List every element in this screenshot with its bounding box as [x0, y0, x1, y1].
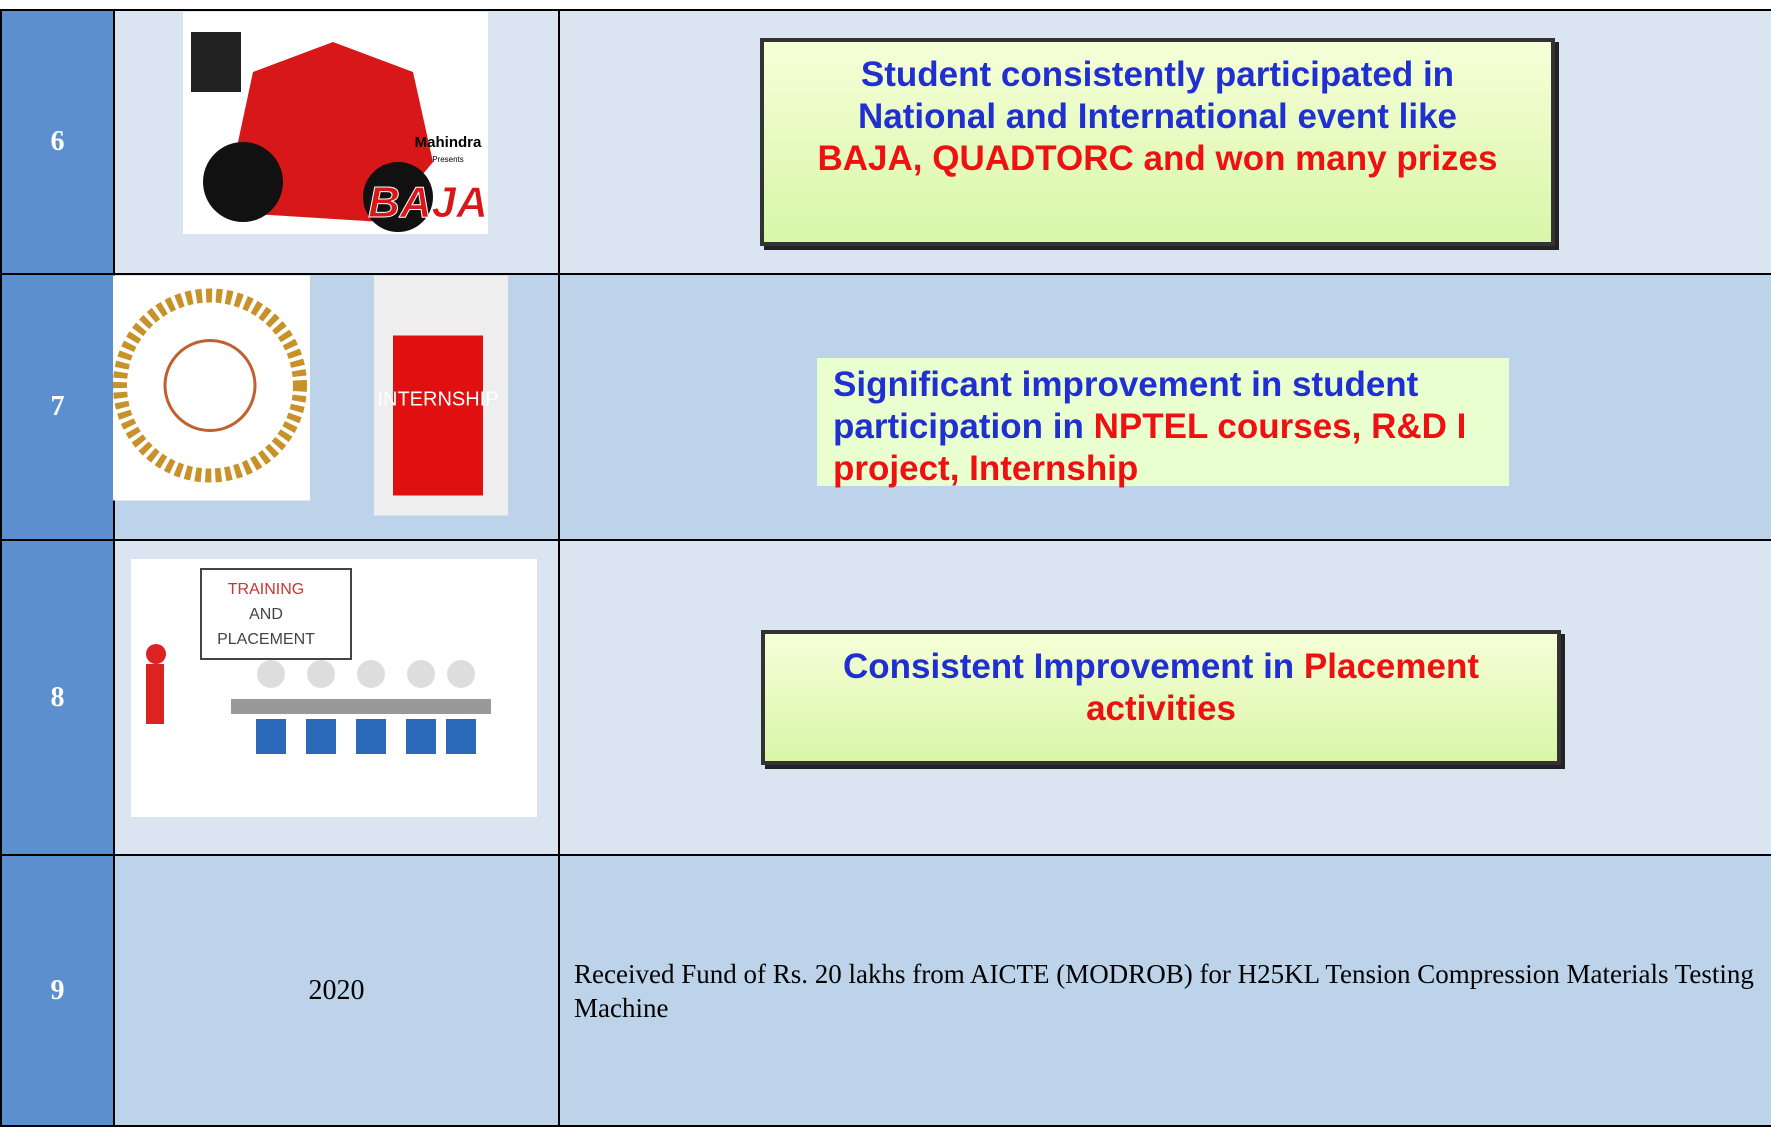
row-number: 8	[0, 539, 115, 856]
image-shape	[363, 162, 433, 232]
image: TRAINING AND PLACEMENT	[131, 559, 537, 817]
image-shape	[146, 664, 164, 724]
description-text: Placement activities	[1086, 647, 1479, 728]
image-text: TRAINING	[228, 581, 304, 598]
image-shape	[231, 699, 491, 714]
image-shape	[406, 719, 436, 754]
highlight-box: Consistent Improvement in Placement acti…	[761, 630, 1561, 765]
description-text: Consistent Improvement in	[843, 647, 1295, 686]
image-shape	[113, 275, 310, 501]
description-text: Received Fund of Rs. 20 lakhs from AICTE…	[574, 958, 1754, 1023]
image-shape	[163, 339, 257, 432]
image: Mahindra Presents BAJA	[183, 12, 488, 234]
image-text: INTERNSHIP	[377, 389, 498, 411]
row-number: 9	[0, 854, 115, 1127]
image-shape	[356, 719, 386, 754]
image-shape	[257, 660, 285, 688]
image-shape	[200, 568, 352, 660]
image-shape	[407, 660, 435, 688]
row-number: 7	[0, 273, 115, 541]
row-number: 6	[0, 9, 115, 275]
image-shape	[203, 142, 283, 222]
image-text: Mahindra	[415, 134, 482, 151]
description-text: Significant improvement in student parti…	[833, 365, 1419, 446]
image-cell: 2020	[113, 854, 560, 1127]
image-text: BAJA	[368, 178, 488, 227]
image-shape	[113, 288, 307, 483]
highlight-box: Significant improvement in student parti…	[817, 358, 1509, 488]
highlight-box: Student consistently participated in Nat…	[760, 38, 1555, 246]
image-shape	[446, 719, 476, 754]
image-shape	[256, 719, 286, 754]
image-shape	[306, 719, 336, 754]
description-text: BAJA, QUADTORC and won many prizes	[817, 139, 1498, 178]
image-text: Presents	[432, 155, 464, 164]
image-shape	[393, 335, 483, 496]
image-text: PLACEMENT	[217, 631, 315, 648]
image: INTERNSHIP	[113, 275, 508, 516]
description-text: NPTEL courses, R&D I project, Internship	[833, 407, 1467, 488]
image-shape	[357, 660, 385, 688]
image-shape	[307, 660, 335, 688]
image-text: AND	[249, 606, 283, 623]
description-text: Student consistently participated in Nat…	[857, 55, 1458, 136]
description-cell: Received Fund of Rs. 20 lakhs from AICTE…	[558, 854, 1771, 1127]
image-shape	[447, 660, 475, 688]
image-shape	[146, 644, 166, 664]
image-shape	[191, 32, 241, 92]
